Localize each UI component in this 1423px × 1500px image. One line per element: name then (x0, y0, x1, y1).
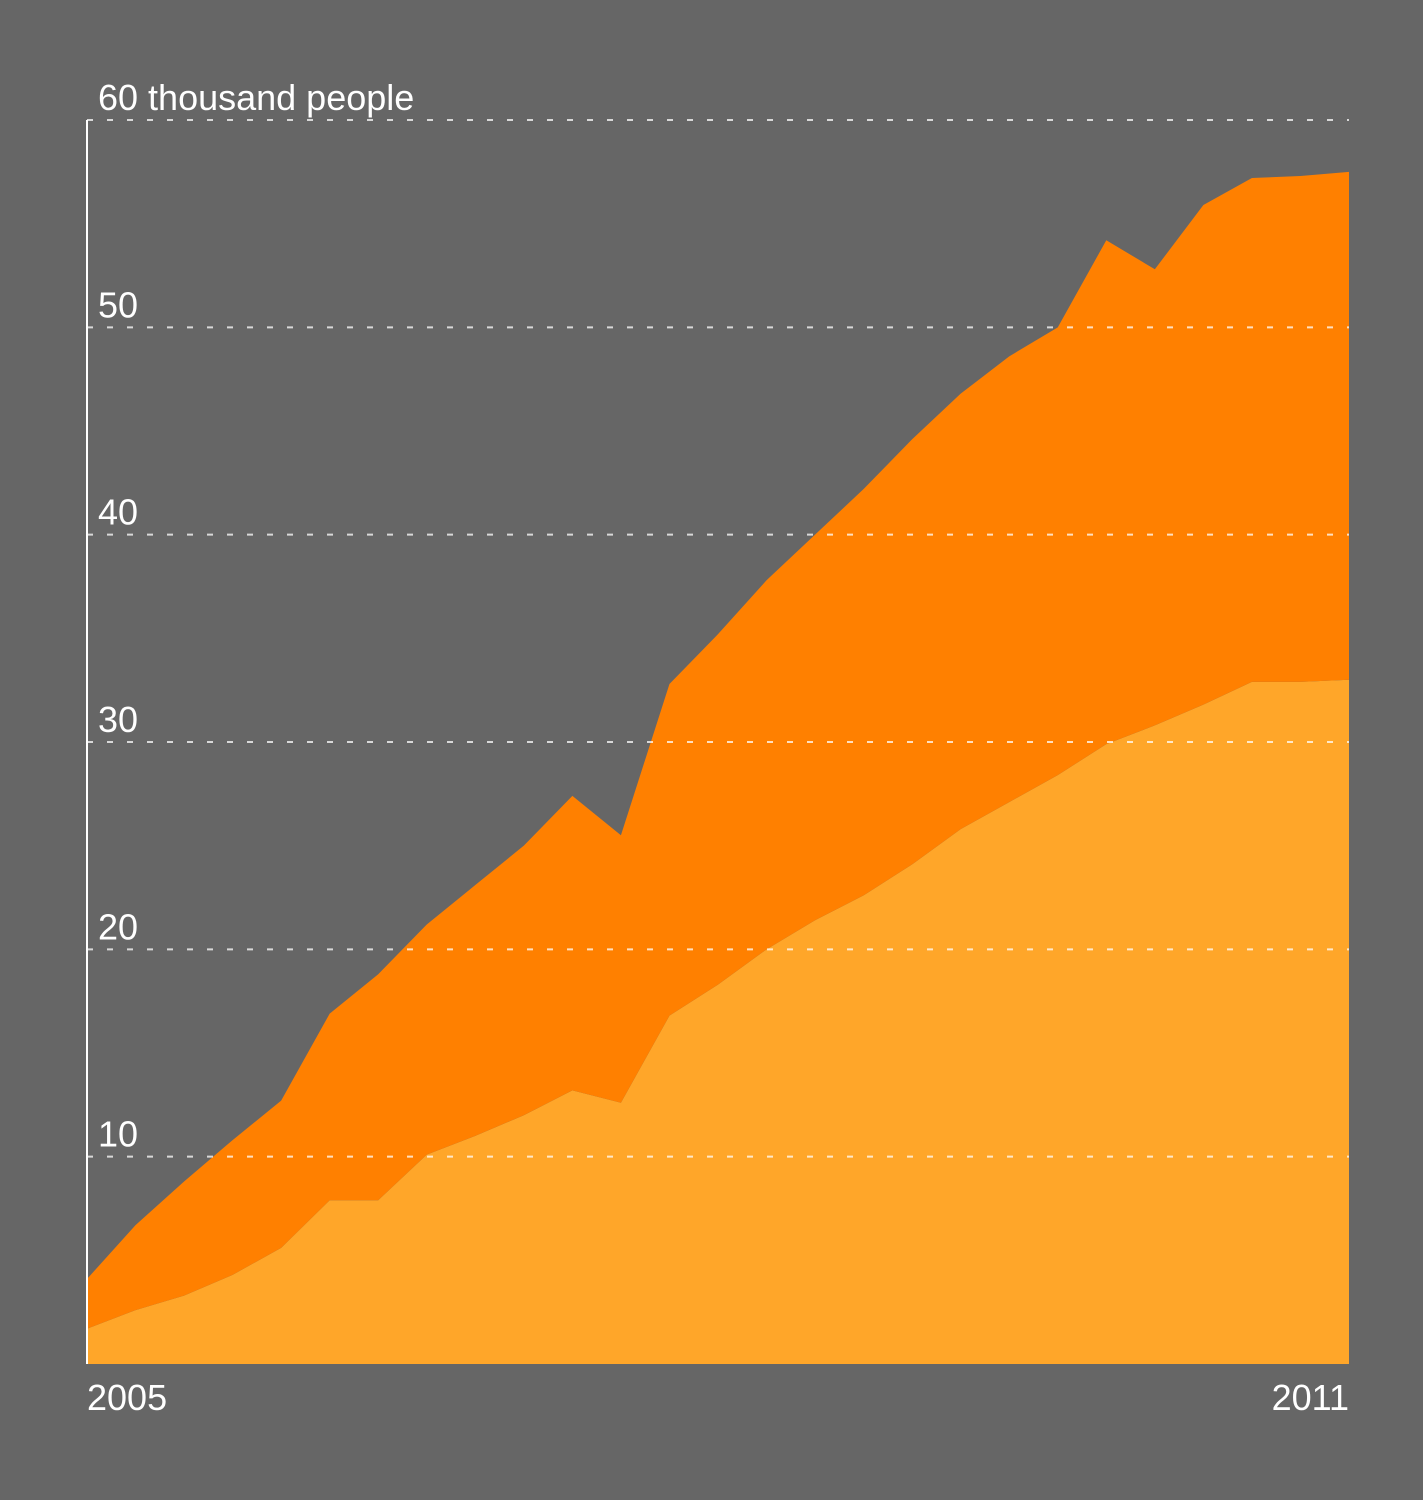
y-tick-label: 40 (98, 492, 138, 533)
y-tick-label: 60 thousand people (98, 77, 414, 118)
y-tick-label: 20 (98, 906, 138, 947)
x-tick-label: 2011 (1272, 1377, 1349, 1418)
area (87, 679, 1349, 1364)
area (87, 171, 1349, 1329)
y-tick-label: 10 (98, 1114, 138, 1155)
y-tick-label: 30 (98, 699, 138, 740)
y-tick-label: 50 (98, 284, 138, 325)
x-tick-label: 2005 (87, 1377, 167, 1418)
